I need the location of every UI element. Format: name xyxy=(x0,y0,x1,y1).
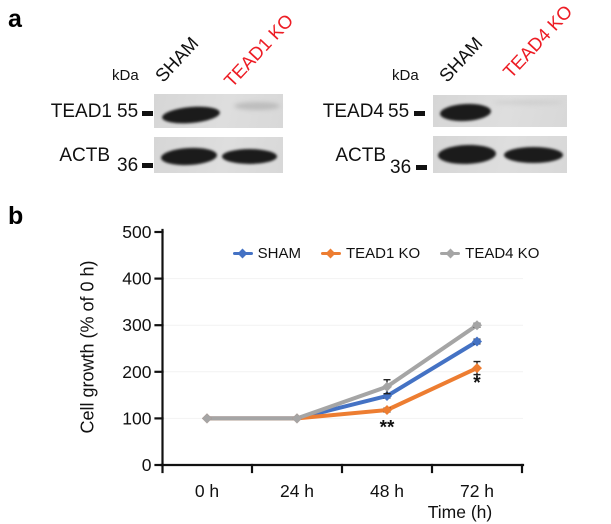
legend-label: TEAD1 KO xyxy=(345,245,421,262)
tead1-ko-band xyxy=(234,102,280,110)
series-line-TEAD1 KO xyxy=(205,366,479,421)
legend-marker-icon xyxy=(440,248,461,259)
significance-marker: ** xyxy=(380,417,395,438)
data-point-marker xyxy=(472,320,482,331)
actb-blot-left xyxy=(154,137,283,173)
lane-label-tead1-ko: TEAD1 KO xyxy=(219,9,298,91)
mw-55-left: 55 xyxy=(117,101,139,122)
panel-a-letter: a xyxy=(8,5,22,33)
mw-36-tick-right xyxy=(416,165,427,170)
x-tick-labels: 0 h 24 h 48 h 72 h xyxy=(195,481,494,501)
y-tick-label: 0 xyxy=(142,455,152,475)
mw-36-tick-left xyxy=(142,163,153,168)
actb-blot-right xyxy=(433,136,567,173)
legend-item: TEAD4 KO xyxy=(440,245,539,262)
data-point-marker xyxy=(472,336,482,347)
data-point-marker xyxy=(382,381,392,392)
data-point-marker xyxy=(382,405,392,416)
x-tick-label: 72 h xyxy=(460,481,494,501)
y-tick-labels: 0 100 200 300 400 500 xyxy=(122,222,151,475)
mw-55-tick-left xyxy=(142,111,153,116)
y-tick-label: 200 xyxy=(122,362,151,382)
tead4-ko-band xyxy=(493,100,563,105)
kda-label-right: kDa xyxy=(392,67,419,84)
lane-label-sham-right: SHAM xyxy=(434,32,487,86)
mw-36-right: 36 xyxy=(390,157,412,178)
significance-marker: * xyxy=(473,373,481,394)
legend-label: SHAM xyxy=(257,245,301,262)
protein-label-tead4: TEAD4 xyxy=(322,101,384,122)
y-tick-label: 400 xyxy=(122,269,151,289)
actb-right-ko-band xyxy=(504,147,563,163)
x-tick-label: 48 h xyxy=(370,481,404,501)
series-points-TEAD4 KO xyxy=(202,320,482,424)
legend-marker-icon xyxy=(232,248,253,259)
axes xyxy=(154,228,525,474)
data-point-marker xyxy=(292,413,302,424)
tead1-sham-band xyxy=(161,104,221,126)
tead4-blot xyxy=(433,95,567,127)
tead1-blot xyxy=(154,94,283,128)
mw-55-tick-right xyxy=(414,111,425,116)
protein-label-actb-right: ACTB xyxy=(335,145,386,166)
actb-right-sham-band xyxy=(437,143,497,166)
legend-marker-icon xyxy=(320,248,341,259)
legend-label: TEAD4 KO xyxy=(465,245,540,262)
mw-36-left: 36 xyxy=(117,155,139,176)
protein-label-actb-left: ACTB xyxy=(59,145,110,166)
actb-left-ko-band xyxy=(222,149,277,164)
kda-label-left: kDa xyxy=(112,67,139,84)
lane-label-sham-left: SHAM xyxy=(150,32,203,86)
lane-label-tead4-ko: TEAD4 KO xyxy=(498,0,577,83)
y-tick-label: 300 xyxy=(122,315,151,335)
x-tick-label: 0 h xyxy=(195,481,219,501)
data-point-marker xyxy=(202,413,212,424)
x-axis-title: Time (h) xyxy=(428,502,493,522)
mw-55-right: 55 xyxy=(388,101,410,122)
tead4-sham-band xyxy=(439,102,492,123)
panel-b-letter: b xyxy=(8,202,24,230)
x-tick-label: 24 h xyxy=(280,481,314,501)
y-tick-label: 100 xyxy=(122,408,151,428)
actb-left-sham-band xyxy=(160,146,218,167)
data-point-marker xyxy=(472,363,482,374)
series-line-TEAD4 KO xyxy=(205,323,479,421)
legend-item: TEAD1 KO xyxy=(320,245,421,262)
data-point-marker xyxy=(382,391,392,402)
y-tick-label: 500 xyxy=(122,222,151,242)
legend-item: SHAM xyxy=(232,245,301,262)
chart-legend: SHAM TEAD1 KO TEAD4 KO xyxy=(200,245,572,262)
protein-label-tead1: TEAD1 xyxy=(50,101,112,122)
